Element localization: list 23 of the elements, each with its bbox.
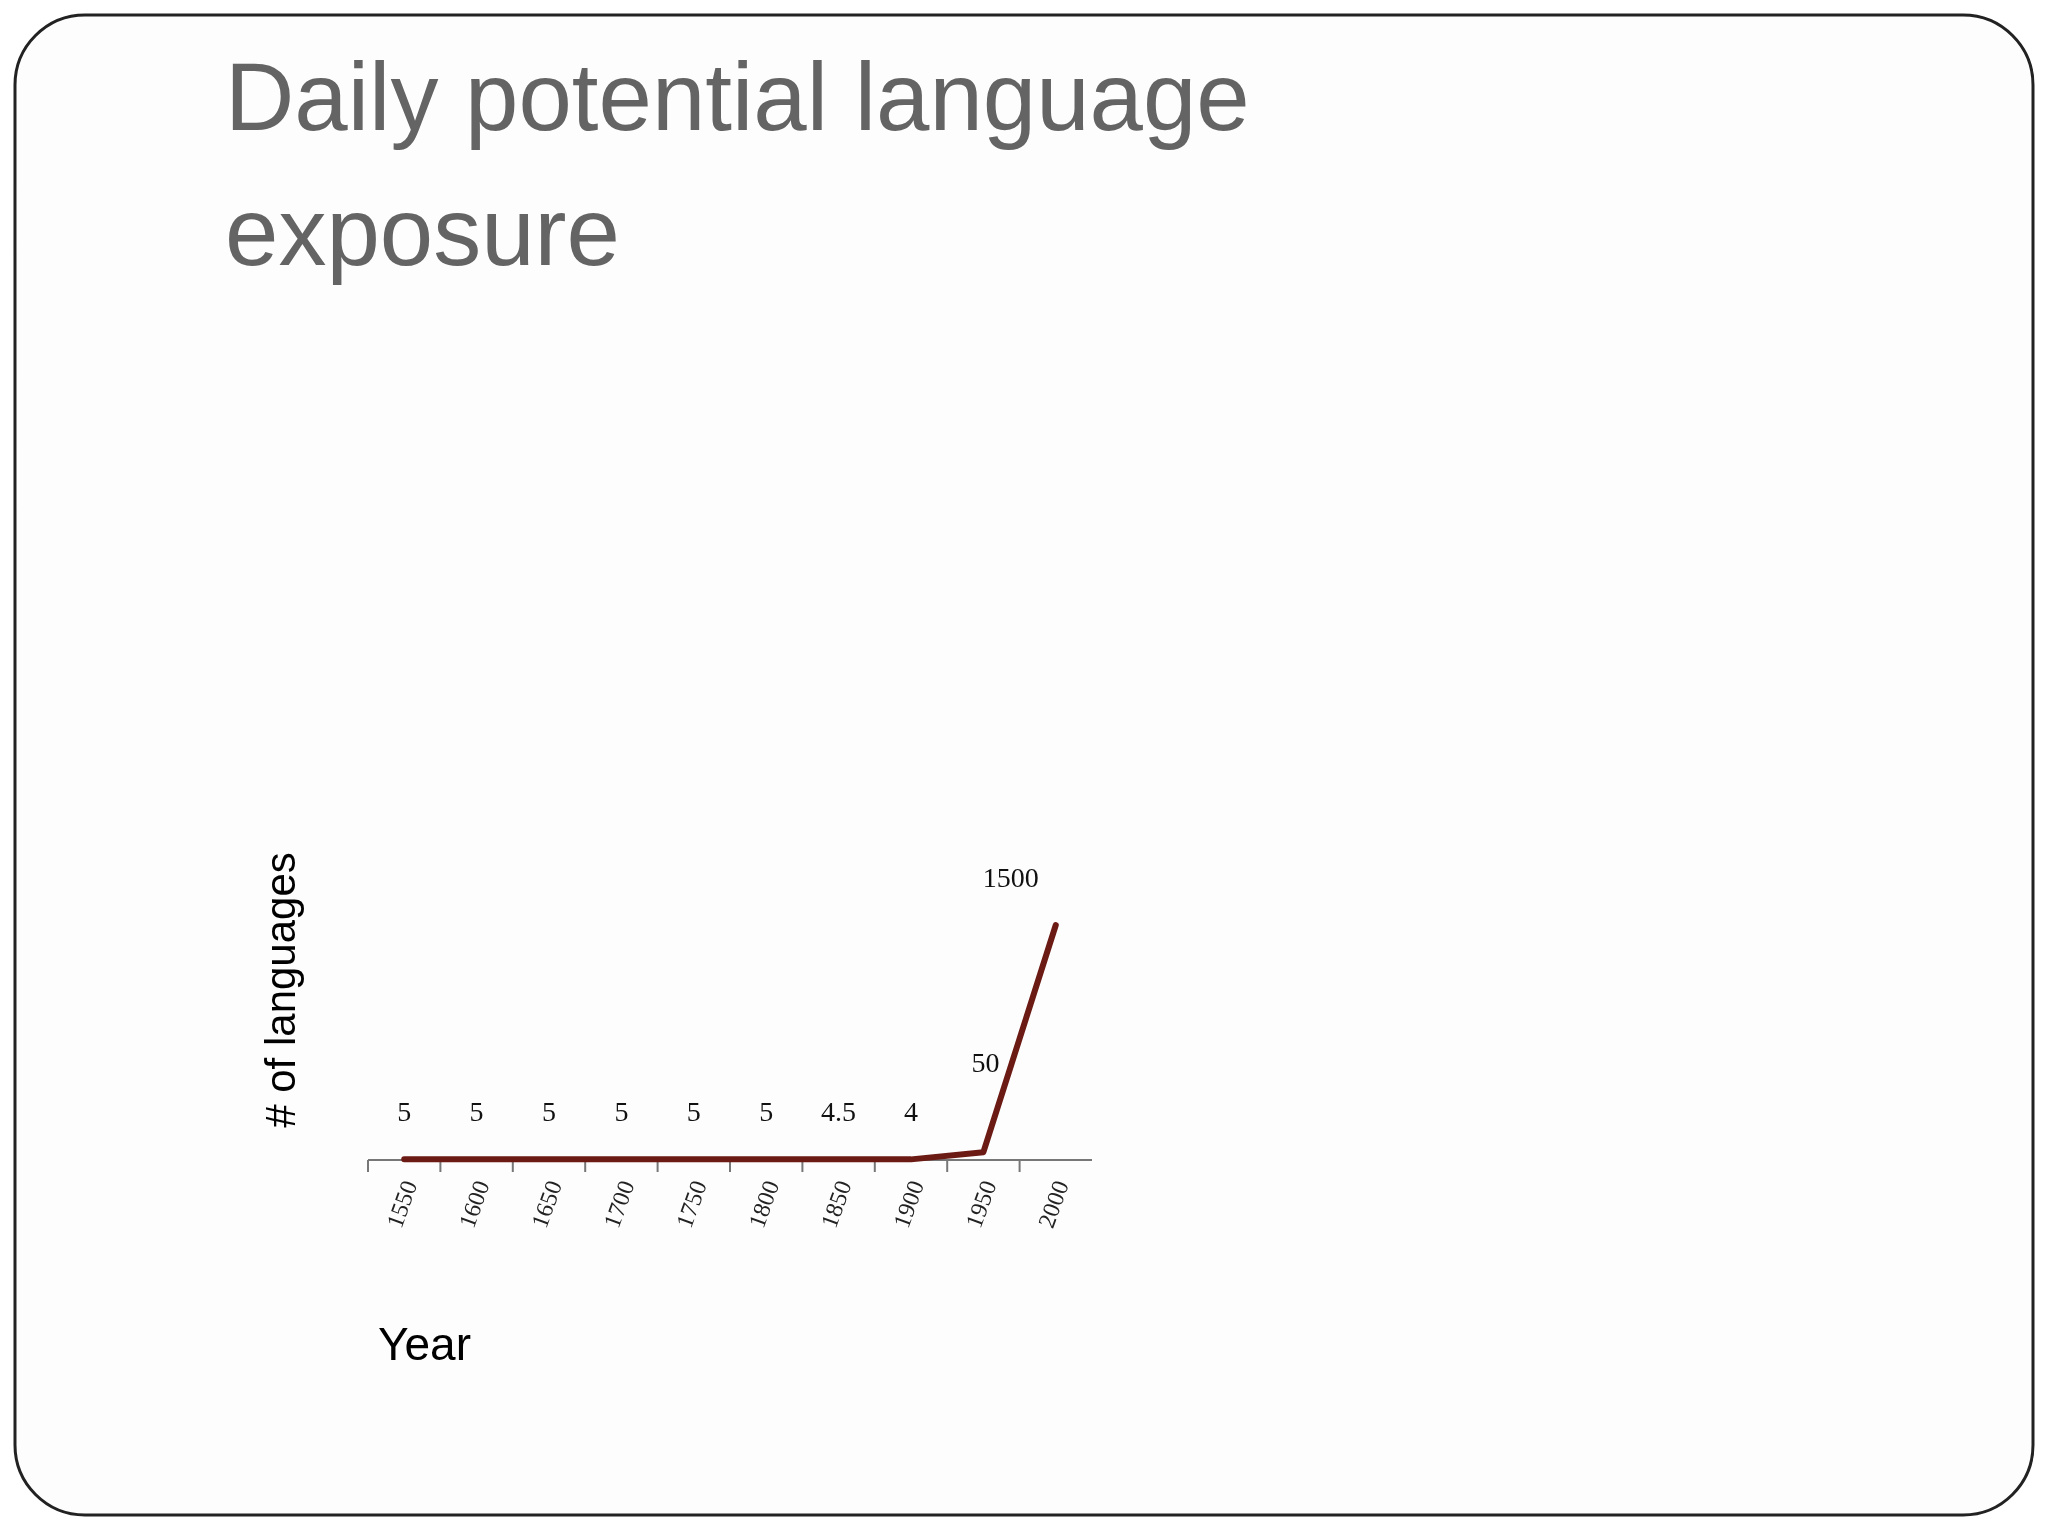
- data-label: 4.5: [821, 1096, 857, 1128]
- data-label: 50: [971, 1047, 1000, 1079]
- data-label: 5: [614, 1096, 629, 1128]
- x-tick-label: 1950: [960, 1177, 1002, 1232]
- data-label: 4: [904, 1096, 918, 1128]
- data-label: 5: [686, 1096, 701, 1128]
- y-axis-title: # of languages: [257, 852, 304, 1128]
- data-label: 5: [397, 1096, 412, 1128]
- x-tick-label: 2000: [1033, 1177, 1074, 1232]
- x-tick-label: 1800: [743, 1177, 785, 1232]
- data-label: 5: [542, 1096, 556, 1128]
- x-tick-label: 1700: [598, 1177, 640, 1232]
- x-tick-label: 1650: [526, 1177, 568, 1232]
- data-label: 5: [469, 1096, 484, 1128]
- x-tick-label: 1550: [381, 1177, 423, 1232]
- data-label: 5: [759, 1096, 774, 1128]
- data-label: 1500: [982, 862, 1039, 893]
- x-tick-label: 1900: [888, 1177, 930, 1232]
- x-tick-label: 1750: [671, 1177, 712, 1232]
- x-tick-label: 1850: [815, 1177, 857, 1232]
- x-tick-label: 1600: [453, 1177, 495, 1232]
- chart-title: Daily potential language exposure: [225, 43, 1250, 285]
- x-axis-title: Year: [378, 1318, 471, 1370]
